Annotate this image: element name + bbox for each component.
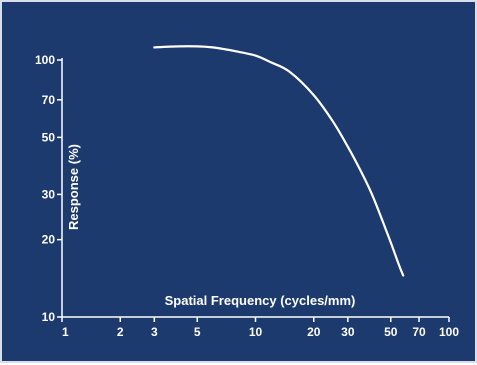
y-ticks: 10 20 30 50 70 100 [35, 53, 62, 324]
x-tick-label: 1 [62, 325, 69, 339]
x-tick-label: 3 [151, 325, 158, 339]
y-tick-label: 10 [42, 310, 56, 324]
x-tick-label: 30 [341, 325, 355, 339]
axes [61, 58, 449, 318]
response-curve [153, 45, 405, 277]
x-tick-label: 70 [412, 325, 426, 339]
x-axis-title: Spatial Frequency (cycles/mm) [165, 293, 356, 308]
y-tick-label: 50 [42, 130, 56, 144]
x-tick-label: 2 [117, 325, 124, 339]
x-ticks: 1 2 3 5 10 20 30 50 70 100 [61, 317, 459, 339]
x-tick-label: 20 [307, 325, 321, 339]
y-tick-label: 30 [42, 187, 56, 201]
y-tick-label: 100 [35, 53, 55, 67]
x-tick-label: 50 [384, 325, 398, 339]
x-tick-label: 5 [194, 325, 201, 339]
y-axis-title: Response (%) [66, 144, 81, 230]
y-tick-label: 20 [42, 233, 56, 247]
x-tick-label: 10 [249, 325, 263, 339]
y-tick-label: 70 [42, 93, 56, 107]
x-tick-label: 100 [439, 325, 459, 339]
